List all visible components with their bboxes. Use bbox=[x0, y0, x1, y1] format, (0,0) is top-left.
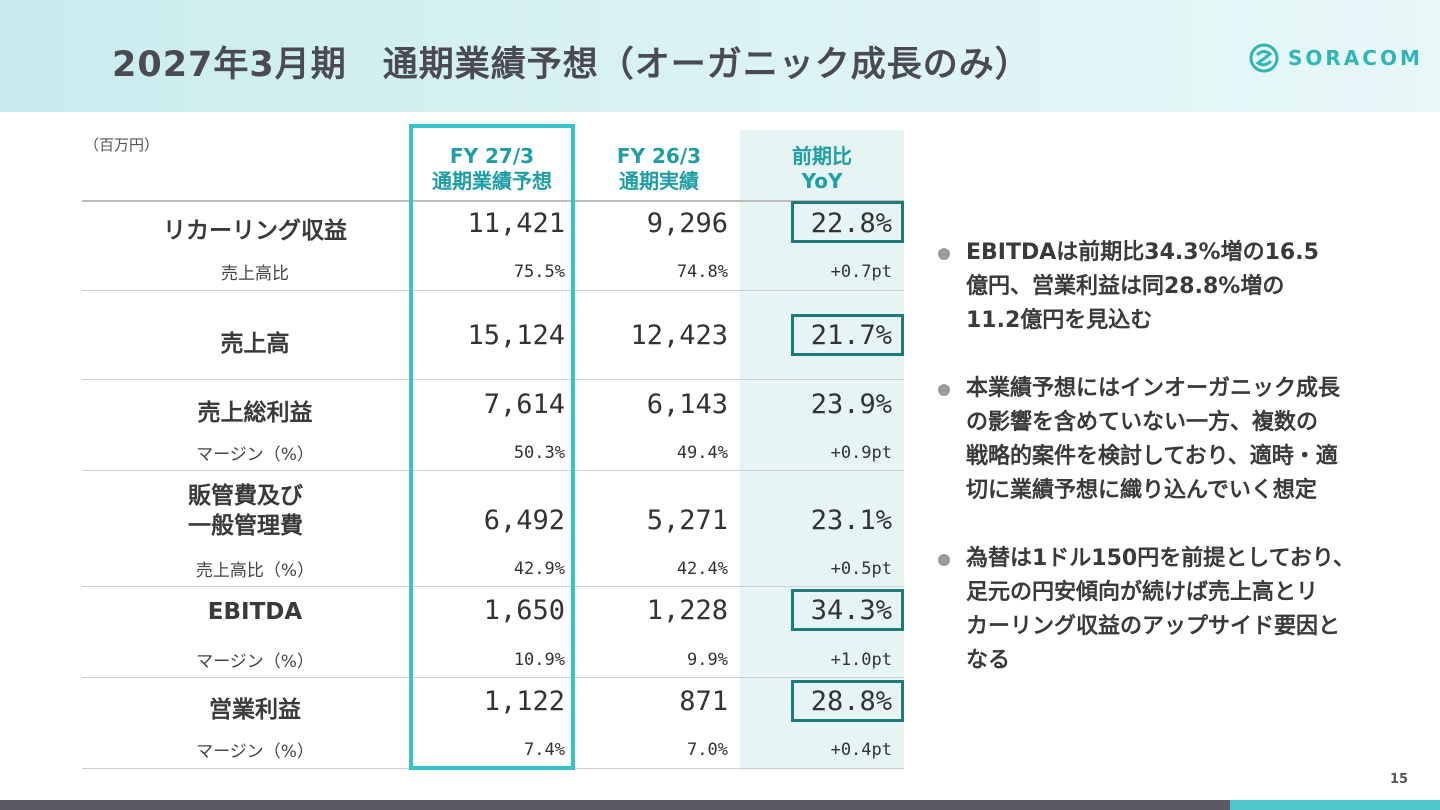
page-number: 15 bbox=[1390, 772, 1409, 787]
sub-value-sga-yoy: +0.5pt bbox=[830, 559, 892, 579]
row-label-revenue: 売上高 bbox=[220, 331, 290, 357]
footer-bar bbox=[0, 800, 1230, 810]
bullet-line: カーリング収益のアップサイド要因と bbox=[966, 614, 1341, 639]
value-recurring-fy27: 11,421 bbox=[467, 208, 565, 239]
column-header-fy26-line2: 通期実績 bbox=[619, 169, 699, 193]
value-sga-yoy: 23.1% bbox=[810, 505, 892, 536]
sub-value-operating-fy27: 7.4% bbox=[524, 740, 565, 760]
sub-value-gross-fy26: 49.4% bbox=[676, 443, 728, 463]
value-gross-yoy: 23.9% bbox=[810, 389, 892, 420]
yoy-highlight-box bbox=[791, 680, 904, 722]
value-recurring-yoy: 22.8% bbox=[810, 208, 892, 239]
bullet-line: なる bbox=[966, 648, 1011, 673]
sub-value-ebitda-fy26: 9.9% bbox=[687, 650, 728, 670]
sub-value-sga-fy27: 42.9% bbox=[513, 559, 565, 579]
bullet-line: 為替は1ドル150円を前提としており、 bbox=[966, 546, 1356, 571]
row-label-ebitda: EBITDA bbox=[207, 599, 303, 625]
bullet-list: EBITDAは前期比34.3%増の16.5 億円、営業利益は同28.8%増の 1… bbox=[936, 236, 1376, 712]
value-ebitda-fy27: 1,650 bbox=[483, 595, 565, 626]
value-revenue-yoy: 21.7% bbox=[810, 320, 892, 351]
column-header-fy26: FY 26/3 通期実績 bbox=[580, 144, 738, 194]
bullet-line: 11.2億円を見込む bbox=[966, 308, 1153, 333]
sub-value-operating-fy26: 7.0% bbox=[687, 740, 728, 760]
logo-text: SORACOM bbox=[1288, 46, 1423, 70]
bullet-item: 為替は1ドル150円を前提としており、 足元の円安傾向が続けば売上高とリ カーリ… bbox=[936, 542, 1376, 678]
bullet-line: EBITDAは前期比34.3%増の16.5 bbox=[966, 240, 1319, 265]
value-gross-fy27: 7,614 bbox=[483, 389, 565, 420]
table-divider bbox=[82, 200, 904, 202]
table-divider bbox=[82, 290, 904, 291]
sub-value-ebitda-fy27: 10.9% bbox=[513, 650, 565, 670]
yoy-highlight-box bbox=[791, 589, 904, 631]
value-sga-fy27: 6,492 bbox=[483, 505, 565, 536]
column-header-yoy-line2: YoY bbox=[801, 169, 843, 193]
value-operating-fy27: 1,122 bbox=[483, 686, 565, 717]
row-label-recurring: リカーリング収益 bbox=[163, 218, 347, 244]
sub-label-sga: 売上高比（%） bbox=[195, 561, 315, 581]
bullet-dot-icon bbox=[938, 554, 950, 566]
bullet-dot-icon bbox=[938, 248, 950, 260]
column-header-yoy: 前期比 YoY bbox=[740, 144, 904, 194]
sub-label-ebitda: マージン（%） bbox=[196, 652, 314, 672]
table-divider bbox=[82, 470, 904, 471]
yoy-highlight-box bbox=[791, 201, 904, 243]
sub-value-sga-fy26: 42.4% bbox=[676, 559, 728, 579]
column-header-fy27-line2: 通期業績予想 bbox=[432, 169, 552, 193]
sub-value-ebitda-yoy: +1.0pt bbox=[830, 650, 892, 670]
row-label-sga-line1: 販管費及び bbox=[188, 483, 303, 509]
page-title: 2027年3月期 通期業績予想（オーガニック成長のみ） bbox=[112, 45, 1031, 85]
sub-value-recurring-yoy: +0.7pt bbox=[830, 262, 892, 282]
footer-accent bbox=[1230, 800, 1440, 810]
fy27-highlight-frame bbox=[409, 124, 575, 770]
yoy-highlight-box bbox=[791, 314, 904, 356]
value-revenue-fy27: 15,124 bbox=[467, 320, 565, 351]
bullet-item: 本業績予想にはインオーガニック成長 の影響を含めていない一方、複数の 戦略的案件… bbox=[936, 372, 1376, 508]
value-sga-fy26: 5,271 bbox=[646, 505, 728, 536]
row-label-gross-profit: 売上総利益 bbox=[197, 400, 313, 426]
sub-label-operating: マージン（%） bbox=[196, 742, 314, 762]
logo: SORACOM bbox=[1248, 42, 1423, 74]
sub-label-gross: マージン（%） bbox=[196, 445, 314, 465]
sub-value-gross-fy27: 50.3% bbox=[513, 443, 565, 463]
column-header-yoy-line1: 前期比 bbox=[792, 144, 852, 168]
column-header-fy27: FY 27/3 通期業績予想 bbox=[413, 144, 571, 194]
bullet-item: EBITDAは前期比34.3%増の16.5 億円、営業利益は同28.8%増の 1… bbox=[936, 236, 1376, 338]
bullet-line: 戦略的案件を検討しており、適時・適 bbox=[966, 444, 1338, 469]
unit-label: （百万円） bbox=[84, 136, 160, 154]
bullet-line: 足元の円安傾向が続けば売上高とリ bbox=[966, 580, 1319, 605]
header-band bbox=[0, 0, 1440, 112]
row-label-sga: 販管費及び 一般管理費 bbox=[120, 481, 350, 541]
sub-value-gross-yoy: +0.9pt bbox=[830, 443, 892, 463]
value-gross-fy26: 6,143 bbox=[646, 389, 728, 420]
soracom-logo-icon bbox=[1249, 43, 1279, 73]
yoy-column-background bbox=[740, 130, 904, 770]
sub-value-recurring-fy27: 75.5% bbox=[513, 262, 565, 282]
table-divider bbox=[82, 677, 904, 678]
table-divider bbox=[82, 379, 904, 380]
row-label-sga-line2: 一般管理費 bbox=[188, 513, 303, 539]
bullet-dot-icon bbox=[938, 384, 950, 396]
value-revenue-fy26: 12,423 bbox=[630, 320, 728, 351]
sub-value-operating-yoy: +0.4pt bbox=[830, 740, 892, 760]
table-divider bbox=[82, 586, 904, 587]
sub-value-recurring-fy26: 74.8% bbox=[676, 262, 728, 282]
bullet-line: 本業績予想にはインオーガニック成長 bbox=[966, 376, 1341, 401]
bullet-line: の影響を含めていない一方、複数の bbox=[966, 410, 1319, 435]
sub-label-recurring: 売上高比 bbox=[221, 264, 289, 284]
value-operating-yoy: 28.8% bbox=[810, 686, 892, 717]
bullet-line: 切に業績予想に織り込んでいく想定 bbox=[966, 478, 1317, 503]
bullet-line: 億円、営業利益は同28.8%増の bbox=[966, 274, 1285, 299]
row-label-operating: 営業利益 bbox=[209, 697, 301, 723]
value-operating-fy26: 871 bbox=[679, 686, 728, 717]
column-header-fy27-line1: FY 27/3 bbox=[449, 144, 535, 168]
value-ebitda-yoy: 34.3% bbox=[810, 595, 892, 626]
value-ebitda-fy26: 1,228 bbox=[646, 595, 728, 626]
value-recurring-fy26: 9,296 bbox=[646, 208, 728, 239]
column-header-fy26-line1: FY 26/3 bbox=[616, 144, 702, 168]
